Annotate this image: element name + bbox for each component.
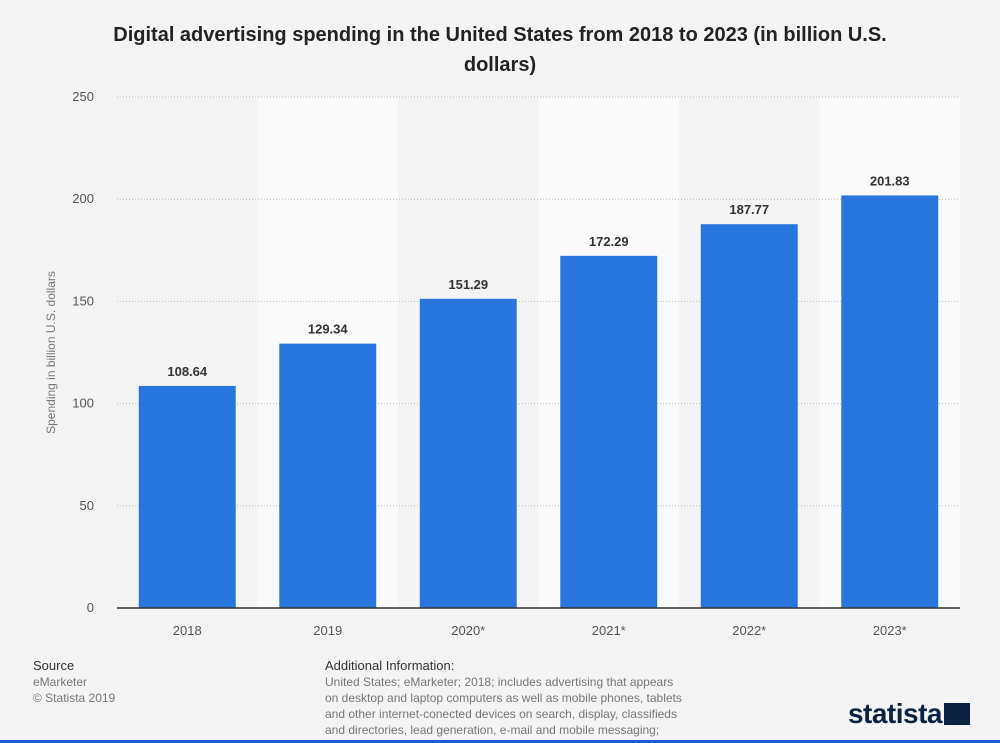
- y-tick-label: 200: [72, 191, 94, 206]
- x-tick-label: 2021*: [592, 623, 626, 638]
- info-line: United States; eMarketer; 2018; includes…: [325, 675, 674, 689]
- info-line: on desktop and laptop computers as well …: [325, 691, 682, 705]
- info-line: and directories, lead generation, e-mail…: [325, 723, 660, 737]
- bar: [419, 298, 517, 608]
- y-tick-label: 0: [87, 600, 94, 615]
- y-tick-label: 250: [72, 89, 94, 104]
- source: Source eMarketer © Statista 2019: [33, 658, 115, 706]
- bar: [841, 195, 939, 608]
- source-line: © Statista 2019: [33, 691, 116, 705]
- chart-title: Digital advertising spending in the Unit…: [113, 24, 887, 76]
- source-heading: Source: [33, 658, 75, 673]
- info-heading: Additional Information:: [325, 658, 455, 673]
- value-label: 108.64: [167, 364, 208, 379]
- info-line: and other internet-conected devices on s…: [325, 707, 677, 721]
- y-tick-label: 50: [80, 498, 94, 513]
- source-lines: eMarketer © Statista 2019: [33, 674, 115, 706]
- value-label: 151.29: [448, 277, 488, 292]
- bar: [700, 224, 798, 608]
- logo-mark: [944, 703, 970, 725]
- value-label: 187.77: [729, 202, 769, 217]
- bar: [560, 255, 658, 608]
- value-label: 201.83: [870, 173, 910, 188]
- x-tick-label: 2020*: [451, 623, 485, 638]
- y-tick-label: 100: [72, 396, 94, 411]
- value-label: 129.34: [308, 322, 349, 337]
- info-lines: United States; eMarketer; 2018; includes…: [325, 674, 682, 738]
- x-tick-label: 2022*: [732, 623, 766, 638]
- x-tick-label: 2019: [313, 623, 342, 638]
- y-tick-label: 150: [72, 293, 94, 308]
- source-line: eMarketer: [33, 675, 88, 689]
- value-label: 172.29: [589, 234, 629, 249]
- bar: [138, 385, 236, 608]
- y-axis-label: Spending in billion U.S. dollars: [44, 271, 58, 434]
- bottom-bar: [0, 740, 1000, 743]
- additional-info: Additional Information: United States; e…: [325, 658, 682, 738]
- bar: [279, 343, 377, 608]
- x-tick-label: 2018: [173, 623, 202, 638]
- logo: statista: [847, 698, 943, 729]
- x-tick-label: 2023*: [873, 623, 907, 638]
